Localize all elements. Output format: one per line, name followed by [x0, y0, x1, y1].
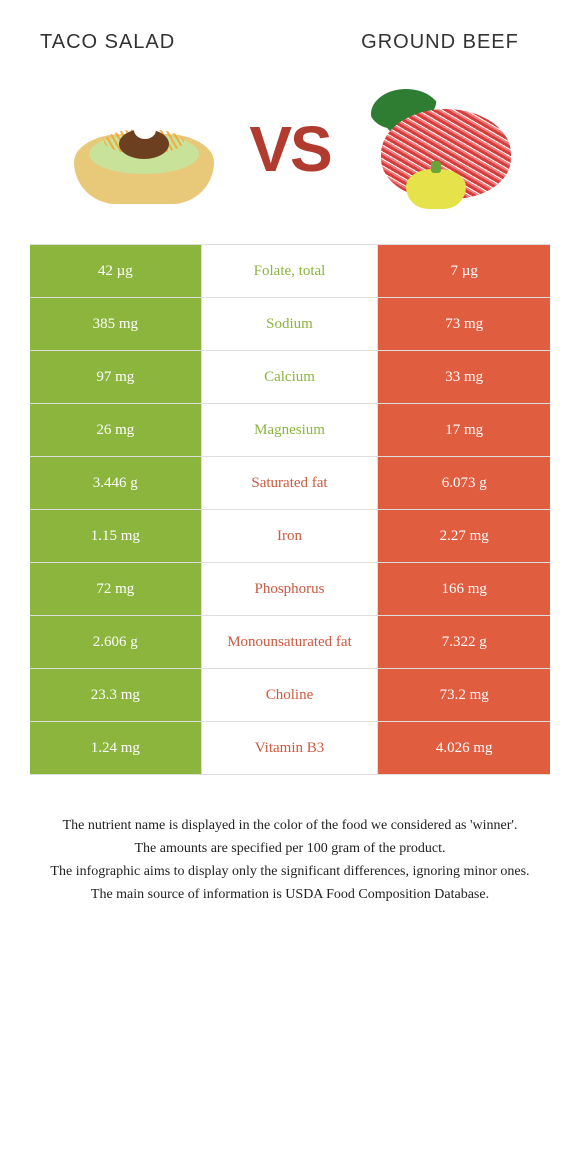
left-value-cell: 1.24 mg [30, 722, 202, 774]
nutrient-label-cell: Calcium [202, 351, 379, 403]
left-value-cell: 385 mg [30, 298, 202, 350]
right-food-title: GROUND BEEF [340, 30, 540, 54]
nutrient-label-cell: Monounsaturated fat [202, 616, 379, 668]
vs-label: VS [249, 112, 330, 186]
right-value-cell: 7 µg [378, 245, 550, 297]
right-value-cell: 2.27 mg [378, 510, 550, 562]
left-food-image [59, 84, 229, 214]
left-value-cell: 1.15 mg [30, 510, 202, 562]
footer-line-4: The main source of information is USDA F… [40, 884, 540, 905]
comparison-table: 42 µgFolate, total7 µg385 mgSodium73 mg9… [30, 244, 550, 775]
nutrient-label-cell: Choline [202, 669, 379, 721]
right-food-title-text: GROUND BEEF [340, 30, 540, 54]
table-row: 97 mgCalcium33 mg [30, 351, 550, 404]
table-row: 72 mgPhosphorus166 mg [30, 563, 550, 616]
table-row: 3.446 gSaturated fat6.073 g [30, 457, 550, 510]
right-value-cell: 6.073 g [378, 457, 550, 509]
right-food-image [351, 84, 521, 214]
header: TACO SALAD GROUND BEEF [0, 0, 580, 64]
left-value-cell: 26 mg [30, 404, 202, 456]
nutrient-label-cell: Folate, total [202, 245, 379, 297]
taco-salad-illustration [64, 94, 224, 204]
right-value-cell: 4.026 mg [378, 722, 550, 774]
nutrient-label-cell: Sodium [202, 298, 379, 350]
footer-notes: The nutrient name is displayed in the co… [0, 775, 580, 905]
nutrient-label-cell: Iron [202, 510, 379, 562]
right-value-cell: 33 mg [378, 351, 550, 403]
table-row: 1.15 mgIron2.27 mg [30, 510, 550, 563]
table-row: 1.24 mgVitamin B34.026 mg [30, 722, 550, 775]
left-value-cell: 23.3 mg [30, 669, 202, 721]
right-value-cell: 73.2 mg [378, 669, 550, 721]
footer-line-1: The nutrient name is displayed in the co… [40, 815, 540, 836]
nutrient-label-cell: Saturated fat [202, 457, 379, 509]
nutrient-label-cell: Magnesium [202, 404, 379, 456]
right-value-cell: 7.322 g [378, 616, 550, 668]
table-row: 26 mgMagnesium17 mg [30, 404, 550, 457]
table-row: 42 µgFolate, total7 µg [30, 245, 550, 298]
table-row: 385 mgSodium73 mg [30, 298, 550, 351]
footer-line-2: The amounts are specified per 100 gram o… [40, 838, 540, 859]
left-value-cell: 72 mg [30, 563, 202, 615]
left-value-cell: 3.446 g [30, 457, 202, 509]
left-value-cell: 2.606 g [30, 616, 202, 668]
left-food-title: TACO SALAD [40, 31, 240, 54]
left-value-cell: 42 µg [30, 245, 202, 297]
nutrient-label-cell: Phosphorus [202, 563, 379, 615]
left-value-cell: 97 mg [30, 351, 202, 403]
table-row: 2.606 gMonounsaturated fat7.322 g [30, 616, 550, 669]
right-value-cell: 17 mg [378, 404, 550, 456]
hero-row: VS [0, 64, 580, 244]
right-value-cell: 166 mg [378, 563, 550, 615]
ground-beef-illustration [351, 89, 521, 209]
right-value-cell: 73 mg [378, 298, 550, 350]
footer-line-3: The infographic aims to display only the… [40, 861, 540, 882]
table-row: 23.3 mgCholine73.2 mg [30, 669, 550, 722]
nutrient-label-cell: Vitamin B3 [202, 722, 379, 774]
